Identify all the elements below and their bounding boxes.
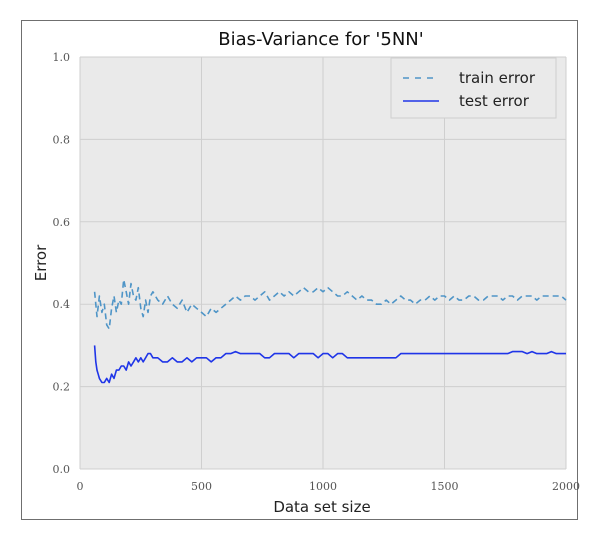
legend: train error test error xyxy=(390,57,557,119)
series-layer xyxy=(93,278,567,384)
y-axis-label: Error xyxy=(32,244,50,281)
y-tick-label: 1.0 xyxy=(53,51,71,64)
legend-label-train-error: train error xyxy=(459,69,536,87)
series-line-train-error xyxy=(93,278,567,330)
x-tick-label: 0 xyxy=(77,480,84,493)
legend-label-test-error: test error xyxy=(459,92,530,110)
y-tick-label: 0.2 xyxy=(53,381,71,394)
tick-labels: 0 500 1000 1500 2000 0.0 0.2 0.4 0.6 0.8 1.0 xyxy=(53,51,581,493)
grid-lines xyxy=(79,56,567,470)
x-tick-label: 1000 xyxy=(309,480,337,493)
x-tick-label: 2000 xyxy=(552,480,580,493)
y-tick-label: 0.8 xyxy=(53,133,71,146)
x-tick-label: 1500 xyxy=(431,480,459,493)
x-axis-label: Data set size xyxy=(273,498,370,516)
y-tick-label: 0.4 xyxy=(53,298,71,311)
legend-box xyxy=(390,57,557,119)
chart-title: Bias-Variance for '5NN' xyxy=(218,29,423,50)
y-tick-label: 0.6 xyxy=(53,216,71,229)
x-tick-label: 500 xyxy=(191,480,212,493)
series-line-test-error xyxy=(93,345,566,384)
y-tick-label: 0.0 xyxy=(53,463,71,476)
